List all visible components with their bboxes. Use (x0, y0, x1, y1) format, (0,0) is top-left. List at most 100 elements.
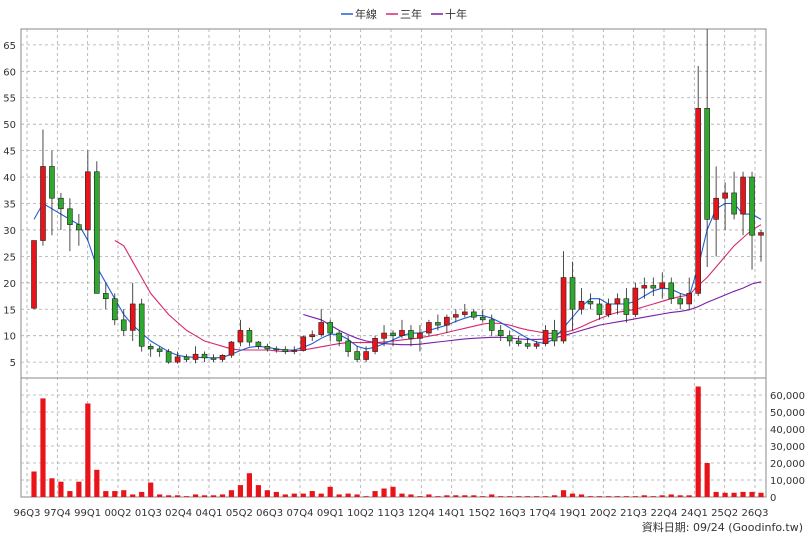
volume-bars (31, 386, 764, 497)
candle-body (183, 356, 190, 360)
candle-body (327, 322, 333, 334)
volume-bar (381, 488, 387, 497)
volume-bar (58, 481, 64, 497)
price-tick-label: 20 (3, 279, 16, 290)
volume-bar (336, 494, 342, 497)
candle-body (569, 277, 576, 310)
candle-body (201, 353, 208, 359)
candle-body (120, 319, 127, 331)
candle-body (596, 303, 603, 315)
volume-bar (210, 495, 217, 497)
volume-tick-label: 60,000 (770, 391, 805, 402)
volume-bar (453, 495, 459, 497)
candle-body (237, 330, 244, 343)
candle-body (686, 293, 692, 305)
volume-bar (704, 463, 710, 497)
time-tick-label: 25Q2 (711, 508, 738, 519)
candle-body (255, 341, 262, 347)
volume-bar (354, 494, 360, 497)
candle-body (488, 319, 495, 331)
volume-bar (183, 496, 190, 497)
candle-body (587, 301, 594, 305)
volume-tick-label: 30,000 (770, 442, 805, 453)
volume-bar (578, 494, 585, 497)
volume-bar (372, 491, 378, 497)
time-tick-label: 17Q4 (529, 508, 556, 519)
volume-bar (192, 494, 199, 497)
volume-bar (444, 495, 450, 497)
candle-body (192, 353, 199, 360)
candle-body (336, 332, 342, 342)
candle-body (470, 311, 477, 318)
volume-axis: 60,000 50,000 40,000 30,000 20,000 10,000 0 (770, 391, 805, 504)
candle-body (623, 298, 630, 315)
volume-bar (85, 403, 91, 497)
candle-body (632, 287, 639, 315)
candle-body (85, 171, 91, 231)
price-tick-label: 35 (3, 200, 16, 211)
volume-bar (435, 496, 441, 497)
volume-bar (758, 492, 764, 497)
time-tick-label: 24Q1 (681, 508, 708, 519)
candle-body (731, 192, 737, 215)
legend-label-year: 年線 (355, 7, 377, 21)
volume-bar (668, 494, 674, 497)
time-tick-label: 04Q1 (196, 508, 223, 519)
volume-tick-label: 20,000 (770, 459, 805, 470)
volume-bar (659, 495, 665, 497)
volume-bar (94, 469, 100, 497)
time-tick-label: 22Q4 (651, 508, 678, 519)
candle-body (533, 343, 540, 347)
candle-body (524, 343, 531, 347)
volume-bar (749, 491, 755, 497)
candle-body (506, 335, 513, 342)
candle-body (40, 166, 46, 241)
candle-body (300, 336, 307, 351)
candle-body (264, 345, 271, 350)
candle-body (318, 322, 325, 335)
candle-body (76, 224, 82, 231)
volume-bar (551, 495, 558, 497)
volume-bar (641, 495, 647, 497)
volume-bar (255, 485, 261, 497)
candle-body (668, 282, 675, 299)
candle-body (740, 176, 746, 215)
time-tick-label: 11Q3 (378, 508, 405, 519)
candle-body (659, 282, 666, 289)
volume-bar (273, 491, 279, 497)
candlesticks (31, 29, 764, 364)
volume-bar (632, 496, 638, 497)
time-tick-label: 14Q1 (438, 508, 465, 519)
volume-bar (623, 496, 629, 497)
time-tick-label: 07Q4 (287, 508, 314, 519)
price-tick-label: 30 (3, 226, 16, 237)
candle-body (31, 240, 37, 309)
candle-body (722, 192, 728, 199)
price-tick-label: 15 (3, 305, 16, 316)
volume-bar (201, 495, 208, 497)
candle-body (129, 303, 136, 331)
volume-bar (148, 482, 154, 497)
candle-body (219, 354, 226, 360)
candle-body (345, 340, 351, 352)
volume-bar (560, 490, 567, 497)
volume-bar (139, 491, 145, 497)
volume-bar (40, 398, 46, 497)
volume-bar (327, 486, 333, 497)
candle-body (165, 351, 172, 363)
volume-bar (498, 496, 504, 497)
volume-bar (587, 496, 594, 497)
candle-body (246, 330, 253, 343)
volume-bar (525, 496, 531, 497)
candle-body (49, 166, 55, 199)
legend-label-three: 三年 (400, 7, 422, 21)
volume-bar (219, 494, 226, 497)
volume-bar (471, 495, 477, 497)
volume-bar (49, 478, 55, 497)
candle-body (749, 176, 755, 236)
time-tick-label: 19Q1 (560, 508, 587, 519)
time-tick-label: 00Q2 (105, 508, 132, 519)
volume-bar (650, 496, 656, 497)
price-tick-label: 10 (3, 332, 16, 343)
time-tick-label: 01Q3 (135, 508, 162, 519)
